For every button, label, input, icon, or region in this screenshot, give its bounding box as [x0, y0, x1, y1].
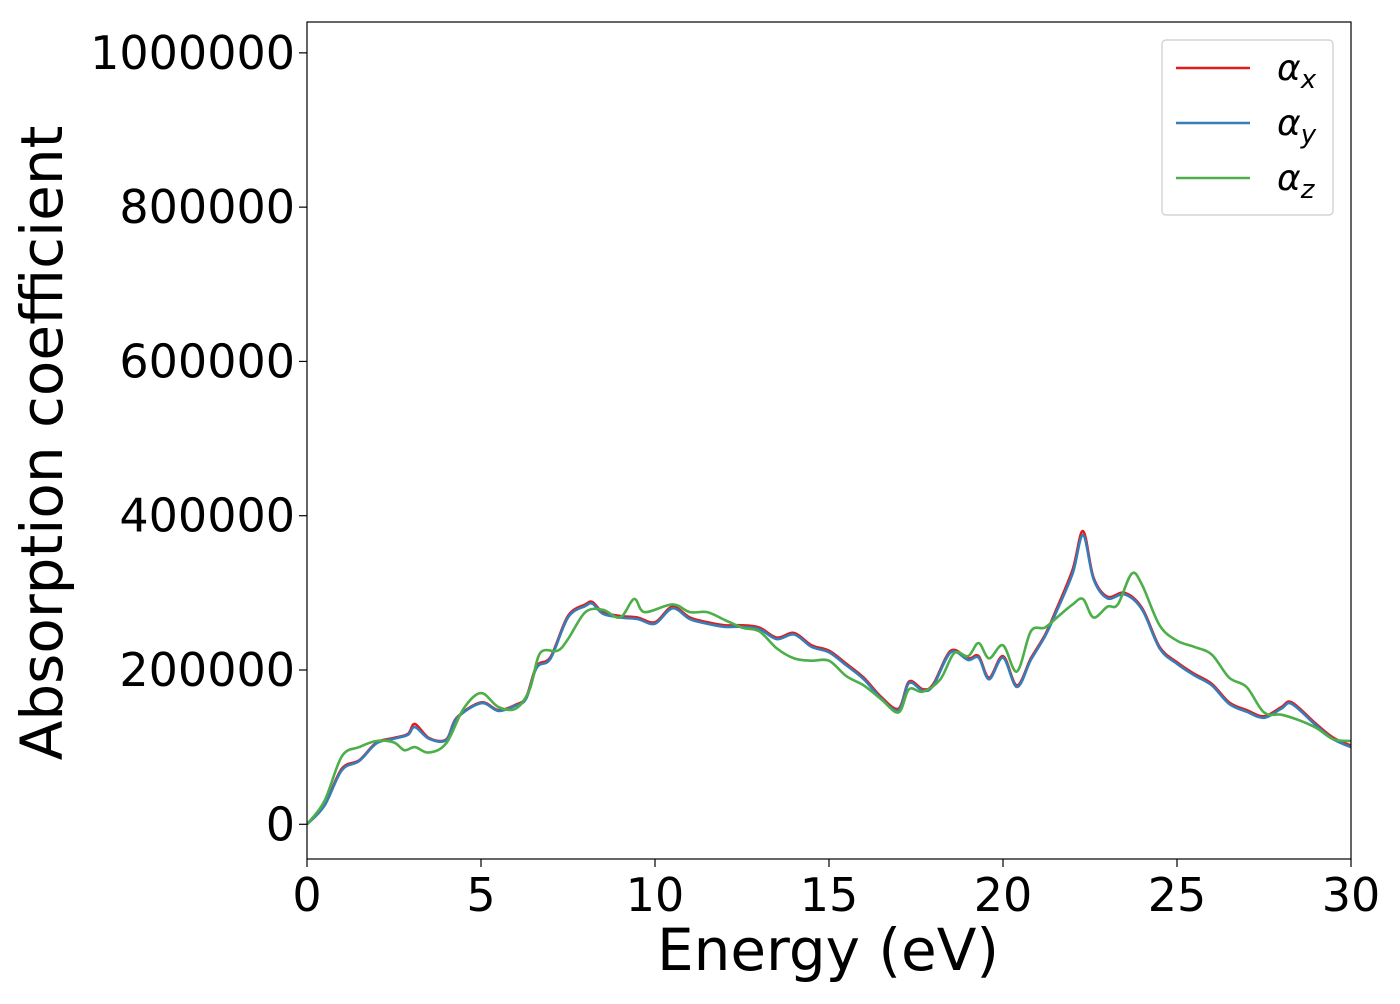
x-tick-label: 25 [1148, 868, 1207, 922]
x-tick-label: 15 [800, 868, 859, 922]
legend-subscript: x [1300, 65, 1317, 95]
legend-symbol: α [1277, 103, 1301, 144]
series-line-y [307, 533, 1351, 826]
series-lines [307, 529, 1351, 826]
legend-symbol: α [1277, 48, 1301, 89]
y-tick-label: 200000 [119, 643, 295, 697]
legend-box [1161, 39, 1334, 216]
x-tick-label: 0 [292, 868, 321, 922]
series-line-x [307, 529, 1351, 826]
x-axis-label: Energy (eV) [657, 916, 999, 984]
legend-subscript: y [1300, 120, 1317, 150]
legend-label-x: αx [1277, 48, 1317, 95]
legend-label-y: αy [1277, 103, 1317, 150]
y-tick-label: 400000 [119, 489, 295, 543]
y-tick-label: 1000000 [90, 26, 295, 80]
y-tick-label: 600000 [119, 334, 295, 388]
x-tick-label: 30 [1322, 868, 1381, 922]
y-axis-label: Absorption coefficient [8, 126, 76, 761]
y-tick-label: 0 [266, 797, 295, 851]
legend-symbol: α [1277, 158, 1301, 199]
x-tick-label: 10 [626, 868, 685, 922]
y-tick-label: 800000 [119, 180, 295, 234]
x-tick-label: 20 [974, 868, 1033, 922]
legend-label-z: αz [1277, 158, 1316, 205]
series-line-z [307, 571, 1351, 826]
x-tick-label: 5 [466, 868, 495, 922]
legend-subscript: z [1300, 175, 1316, 205]
axis-ticks: 0 5 10 15 20 25 30 0 200000 400000 600000 800000 100… [90, 26, 1380, 922]
